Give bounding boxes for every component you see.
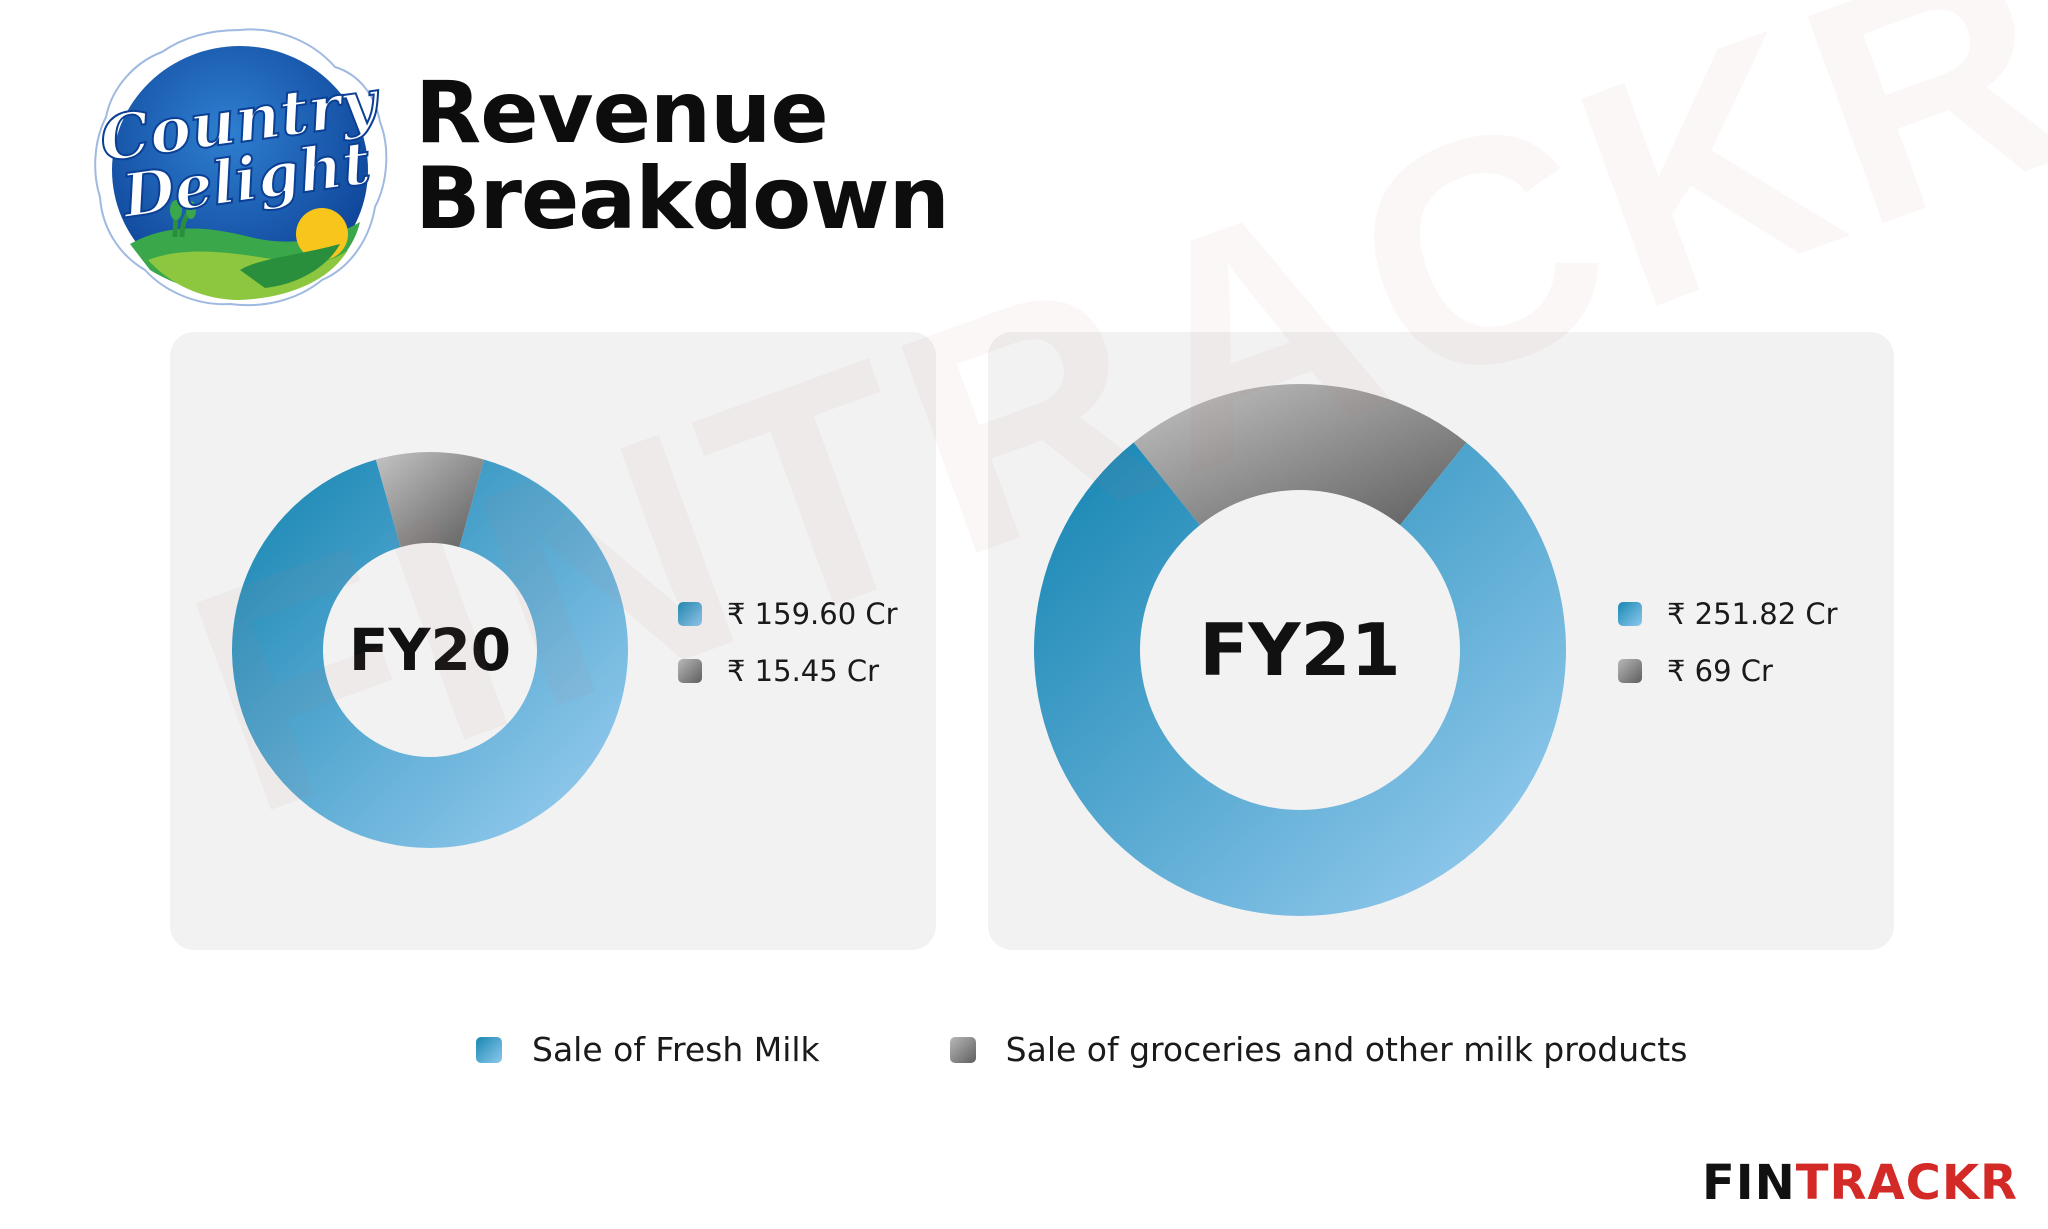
title-line-2: Breakdown [415, 149, 950, 249]
fy20-legend-groceries: ₹ 15.45 Cr [678, 651, 898, 691]
fresh-milk-swatch [476, 1036, 502, 1063]
groceries-swatch [949, 1036, 976, 1063]
fy20-fresh-milk-value: ₹ 159.60 Cr [727, 597, 898, 631]
fy20-center-label: FY20 [349, 616, 511, 684]
fy21-legend-groceries: ₹ 69 Cr [1618, 651, 1838, 691]
brand-text-trackr: TRACKR [1795, 1155, 2018, 1211]
fy21-groceries-value: ₹ 69 Cr [1667, 654, 1773, 688]
fy20-legend: ₹ 159.60 Cr ₹ 15.45 Cr [678, 594, 898, 708]
country-delight-logo: Country Delight [90, 22, 390, 312]
groceries-swatch [1618, 659, 1642, 683]
groceries-swatch [678, 659, 702, 683]
title-line-1: Revenue [415, 63, 829, 163]
fy21-panel: FY21 ₹ 251.82 Cr ₹ 69 Cr [988, 332, 1894, 950]
fy21-fresh-milk-value: ₹ 251.82 Cr [1667, 597, 1838, 631]
legend-label-fresh-milk: Sale of Fresh Milk [532, 1030, 820, 1069]
country-delight-logo-graphic: Country Delight [94, 28, 388, 307]
fy21-slice-groceries [1133, 384, 1467, 526]
fy20-slice-groceries [375, 452, 485, 548]
legend-item-fresh-milk: Sale of Fresh Milk [476, 1030, 820, 1069]
fresh-milk-swatch [678, 602, 702, 626]
fy21-slice-fresh-milk [1034, 442, 1566, 916]
fresh-milk-swatch [1618, 602, 1642, 626]
page-title: Revenue Breakdown [415, 63, 950, 249]
fy20-panel: FY20 ₹ 159.60 Cr ₹ 15.45 Cr [170, 332, 936, 950]
brand-text-fin: FIN [1701, 1155, 1796, 1211]
fy21-donut-chart: FY21 [1034, 384, 1566, 916]
fy21-legend: ₹ 251.82 Cr ₹ 69 Cr [1618, 594, 1838, 708]
category-legend: Sale of Fresh Milk Sale of groceries and… [476, 1030, 1687, 1069]
legend-item-groceries: Sale of groceries and other milk product… [949, 1030, 1688, 1069]
fy20-groceries-value: ₹ 15.45 Cr [727, 654, 880, 688]
fy21-center-label: FY21 [1199, 608, 1401, 692]
fintrackr-logo: FINTRACKR [1702, 1155, 2018, 1211]
fy20-slice-fresh-milk [232, 459, 628, 848]
fy21-legend-fresh-milk: ₹ 251.82 Cr [1618, 594, 1838, 634]
legend-label-groceries: Sale of groceries and other milk product… [1005, 1030, 1688, 1069]
fy20-legend-fresh-milk: ₹ 159.60 Cr [678, 594, 898, 634]
fy20-donut-chart: FY20 [232, 452, 628, 848]
